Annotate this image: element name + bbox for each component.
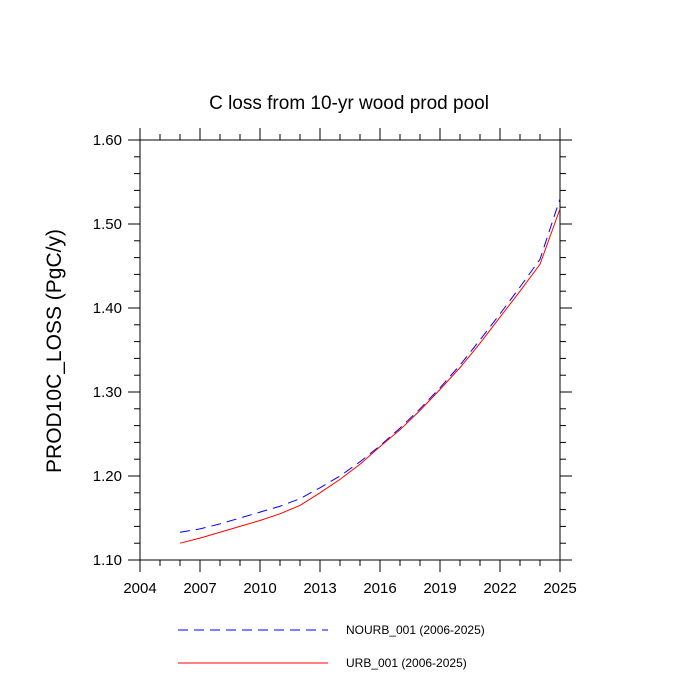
chart-title: C loss from 10-yr wood prod pool [209, 93, 489, 114]
y-tick-label: 1.60 [93, 132, 122, 149]
x-tick-label: 2019 [423, 580, 456, 597]
series-lines [179, 198, 561, 544]
y-axis-label: PROD10C_LOSS (PgC/y) [43, 229, 66, 473]
plot-frame [139, 139, 561, 561]
legend-label-2: URB_001 (2006-2025) [346, 656, 467, 670]
y-tick-label: 1.50 [93, 216, 122, 233]
tick-marks [128, 128, 572, 572]
x-tick-label: 2025 [543, 580, 576, 597]
y-tick-label: 1.30 [93, 384, 122, 401]
tick-labels: 2004 2007 2010 2013 2016 2019 2022 2025 1.10 1.20… [93, 132, 577, 597]
x-tick-label: 2022 [483, 580, 516, 597]
x-tick-label: 2013 [303, 580, 336, 597]
series-line-1 [179, 198, 561, 533]
y-tick-label: 1.20 [93, 468, 122, 485]
legend: NOURB_001 (2006-2025) URB_001 (2006-2025) [178, 623, 485, 670]
y-tick-label: 1.40 [93, 300, 122, 317]
x-tick-label: 2010 [243, 580, 276, 597]
series-line-2 [179, 208, 561, 544]
x-tick-label: 2007 [183, 580, 216, 597]
y-tick-label: 1.10 [93, 552, 122, 569]
x-tick-label: 2016 [363, 580, 396, 597]
legend-label-1: NOURB_001 (2006-2025) [346, 623, 485, 637]
x-tick-label: 2004 [123, 580, 156, 597]
